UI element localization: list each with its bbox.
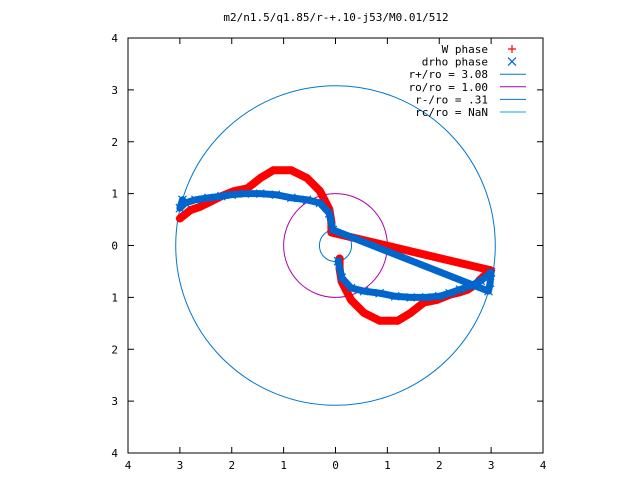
- drho-phase-point: [328, 225, 338, 235]
- w-phase-point: [186, 206, 195, 215]
- legend-marker-sample: [508, 45, 516, 53]
- drho-phase-point: [240, 189, 250, 199]
- drho-phase-point: [465, 281, 475, 291]
- x-tick-label: 4: [540, 459, 547, 472]
- x-tick-label: 1: [280, 459, 287, 472]
- drho-phase-point: [421, 292, 431, 302]
- w-phase-point: [375, 316, 384, 325]
- drho-phase-point: [175, 203, 185, 213]
- y-tick-label: 1: [111, 291, 118, 304]
- w-phase-point: [175, 214, 184, 223]
- y-tick-label: 4: [111, 32, 118, 45]
- data-points: [175, 166, 496, 325]
- drho-phase-point: [346, 283, 356, 293]
- w-phase-point: [269, 166, 278, 175]
- legend-label: ro/ro = 1.00: [409, 81, 488, 94]
- w-phase-point: [256, 174, 265, 183]
- x-axis-tick-labels: 4 3 2 1 0 1 2 3 4: [125, 459, 547, 472]
- y-tick-label: 3: [111, 395, 118, 408]
- drho-phase-point: [271, 190, 281, 200]
- y-tick-label: 2: [111, 136, 118, 149]
- y-axis-tick-labels: 4 3 2 1 0 1 2 3 4: [111, 32, 118, 460]
- drho-phase-point: [286, 193, 296, 203]
- drho-phase-point: [337, 273, 347, 283]
- y-tick-label: 0: [111, 240, 118, 253]
- drho-phase-point: [390, 291, 400, 301]
- drho-phase-point: [406, 292, 416, 302]
- axis-ticks: [127, 37, 544, 454]
- drho-phase-point: [484, 286, 493, 296]
- drho-phase-point: [333, 256, 343, 266]
- drho-phase-point: [476, 276, 486, 286]
- drho-phase-point: [359, 286, 369, 296]
- legend-label: drho phase: [422, 56, 488, 69]
- w-phase-point: [360, 308, 369, 317]
- x-tick-label: 3: [177, 459, 184, 472]
- drho-phase-point: [227, 190, 237, 200]
- drho-phase-point: [455, 285, 465, 295]
- drho-phase-point: [315, 198, 325, 208]
- x-tick-label: 2: [436, 459, 443, 472]
- w-phase-point: [287, 166, 296, 175]
- w-phase-point: [406, 308, 415, 317]
- drho-phase-point: [302, 195, 312, 205]
- legend-label: W phase: [442, 43, 488, 56]
- drho-phase-point: [375, 288, 385, 298]
- drho-phase-point: [445, 288, 455, 298]
- w-phase-point: [347, 295, 356, 304]
- y-tick-label: 3: [111, 84, 118, 97]
- x-tick-label: 2: [228, 459, 235, 472]
- x-tick-label: 4: [125, 459, 132, 472]
- y-tick-label: 2: [111, 343, 118, 356]
- w-phase-point: [393, 316, 402, 325]
- drho-phase-point: [255, 189, 265, 199]
- drho-phase-point: [191, 195, 200, 205]
- x-tick-label: 0: [332, 459, 339, 472]
- w-phase-point: [315, 187, 324, 196]
- drho-phase-point: [485, 278, 495, 288]
- legend-label: r-/ro = .31: [415, 93, 488, 106]
- chart-title: m2/n1.5/q1.85/r-+.10-j53/M0.01/512: [223, 11, 448, 24]
- legend-label: rc/ro = NaN: [415, 106, 488, 119]
- drho-phase-point: [486, 268, 496, 277]
- y-tick-label: 1: [111, 188, 118, 201]
- reference-circles: [175, 85, 496, 406]
- drho-phase-point: [178, 195, 187, 205]
- drho-phase-point: [203, 193, 213, 203]
- w-phase-point: [196, 202, 205, 211]
- drho-phase-point: [434, 291, 444, 301]
- y-tick-label: 4: [111, 447, 118, 460]
- drho-phase-point: [216, 191, 226, 201]
- legend-marker-sample: [507, 57, 517, 67]
- legend-label: r+/ro = 3.08: [409, 68, 488, 81]
- x-tick-label: 1: [384, 459, 391, 472]
- circle-r-3-08: [175, 85, 496, 406]
- x-tick-label: 3: [488, 459, 495, 472]
- drho-phase-point: [324, 208, 334, 218]
- w-phase-point: [302, 174, 311, 183]
- drho-phase-band: [176, 190, 495, 301]
